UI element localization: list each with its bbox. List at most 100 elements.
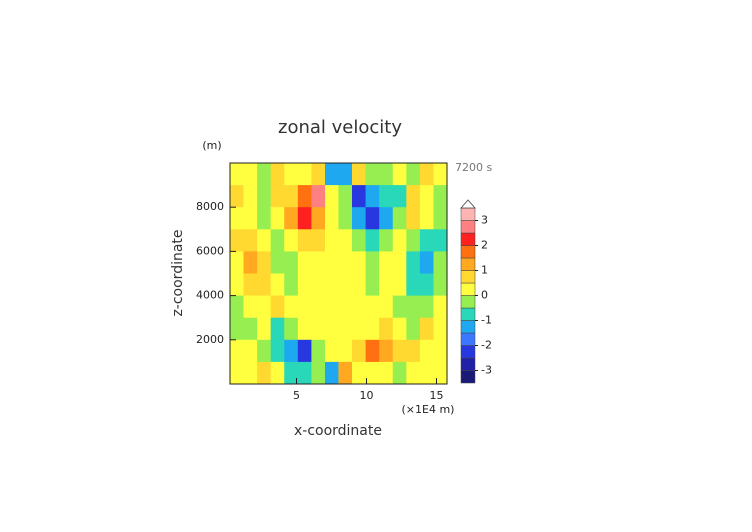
contour-cell xyxy=(419,317,434,341)
contour-cell xyxy=(243,185,258,208)
contour-cell xyxy=(392,295,407,319)
contour-cell xyxy=(284,295,299,319)
contour-cell xyxy=(297,185,312,208)
contour-cell xyxy=(297,273,312,297)
x-unit: (×1E4 m) xyxy=(402,403,455,416)
contour-cell xyxy=(419,361,434,385)
contour-cell xyxy=(392,163,407,186)
y-tick-label: 4000 xyxy=(196,289,224,302)
contour-cell xyxy=(257,295,272,319)
contour-cell xyxy=(324,273,340,297)
colorbar-box xyxy=(460,370,476,384)
contour-cell xyxy=(338,273,353,297)
contour-cell xyxy=(324,317,340,341)
contour-cell xyxy=(392,317,407,341)
contour-cell xyxy=(311,185,326,208)
contour-cell xyxy=(379,229,394,252)
y-tick-label: 6000 xyxy=(196,244,224,257)
contour-cell xyxy=(379,207,394,230)
contour-cell xyxy=(324,185,340,208)
y-axis-label: z-coordinate xyxy=(170,229,186,316)
contour-cell xyxy=(257,229,272,252)
contour-cell xyxy=(419,273,434,297)
contour-cell xyxy=(229,339,245,363)
contour-cell xyxy=(311,295,326,319)
contour-cell xyxy=(324,207,340,230)
contour-cell xyxy=(243,339,258,363)
contour-cell xyxy=(270,361,285,385)
colorbar-extend xyxy=(460,199,476,209)
contour-cell xyxy=(297,207,312,230)
contour-cell xyxy=(433,361,448,385)
contour-cell xyxy=(229,295,245,319)
contour-cell xyxy=(352,273,367,297)
colorbar-box xyxy=(460,357,476,371)
contour-cell xyxy=(338,251,353,274)
contour-cell xyxy=(352,361,367,385)
contour-cell xyxy=(365,317,380,341)
contour-cell xyxy=(433,273,448,297)
contour-cell xyxy=(406,185,421,208)
contour-cell xyxy=(324,361,340,385)
contour-cell xyxy=(257,207,272,230)
contour-cell xyxy=(229,273,245,297)
contour-cell xyxy=(229,361,245,385)
colorbar-box xyxy=(460,257,476,271)
contour-cell xyxy=(297,251,312,274)
contour-cell xyxy=(433,207,448,230)
contour-cell xyxy=(338,295,353,319)
contour-cell xyxy=(419,185,434,208)
contour-cell xyxy=(338,207,353,230)
contour-cell xyxy=(392,185,407,208)
contour-cell xyxy=(284,185,299,208)
contour-cell xyxy=(243,317,258,341)
contour-cell xyxy=(257,317,272,341)
contour-cell xyxy=(297,295,312,319)
plot-frame xyxy=(229,162,448,385)
colorbar-tick-label: 1 xyxy=(481,264,488,277)
colorbar-box xyxy=(460,220,476,234)
x-tick-label: 15 xyxy=(430,389,444,402)
contour-cell xyxy=(419,163,434,186)
contour-cell xyxy=(433,295,448,319)
contour-cell xyxy=(243,229,258,252)
contour-cell xyxy=(392,251,407,274)
colorbar-tick-label: -1 xyxy=(481,314,492,327)
contour-cell xyxy=(392,207,407,230)
contour-cell xyxy=(270,185,285,208)
contour-cell xyxy=(229,317,245,341)
colorbar-box xyxy=(460,332,476,346)
contour-cell xyxy=(311,251,326,274)
contour-cell xyxy=(324,339,340,363)
contour-cell xyxy=(284,163,299,186)
contour-cell xyxy=(324,229,340,252)
contour-cell xyxy=(379,339,394,363)
contour-cell xyxy=(419,295,434,319)
contour-cell xyxy=(257,339,272,363)
contour-cell xyxy=(392,273,407,297)
contour-cell xyxy=(284,229,299,252)
contour-cell xyxy=(338,229,353,252)
colorbar-tick-label: -2 xyxy=(481,339,492,352)
contour-cell xyxy=(257,185,272,208)
y-unit: (m) xyxy=(202,139,221,152)
contour-cell xyxy=(311,163,326,186)
contour-cell xyxy=(311,273,326,297)
contour-cell xyxy=(229,207,245,230)
colorbar-box xyxy=(460,320,476,334)
contour-cell xyxy=(419,207,434,230)
contour-cell xyxy=(433,185,448,208)
contour-cell xyxy=(311,361,326,385)
contour-cell xyxy=(243,163,258,186)
contour-cell xyxy=(406,229,421,252)
contour-cell xyxy=(352,229,367,252)
contour-cell xyxy=(406,207,421,230)
contour-cell xyxy=(433,229,448,252)
contour-cell xyxy=(311,317,326,341)
contour-cell xyxy=(365,207,380,230)
contour-cell xyxy=(284,339,299,363)
contour-cell xyxy=(229,185,245,208)
contour-cell xyxy=(270,339,285,363)
